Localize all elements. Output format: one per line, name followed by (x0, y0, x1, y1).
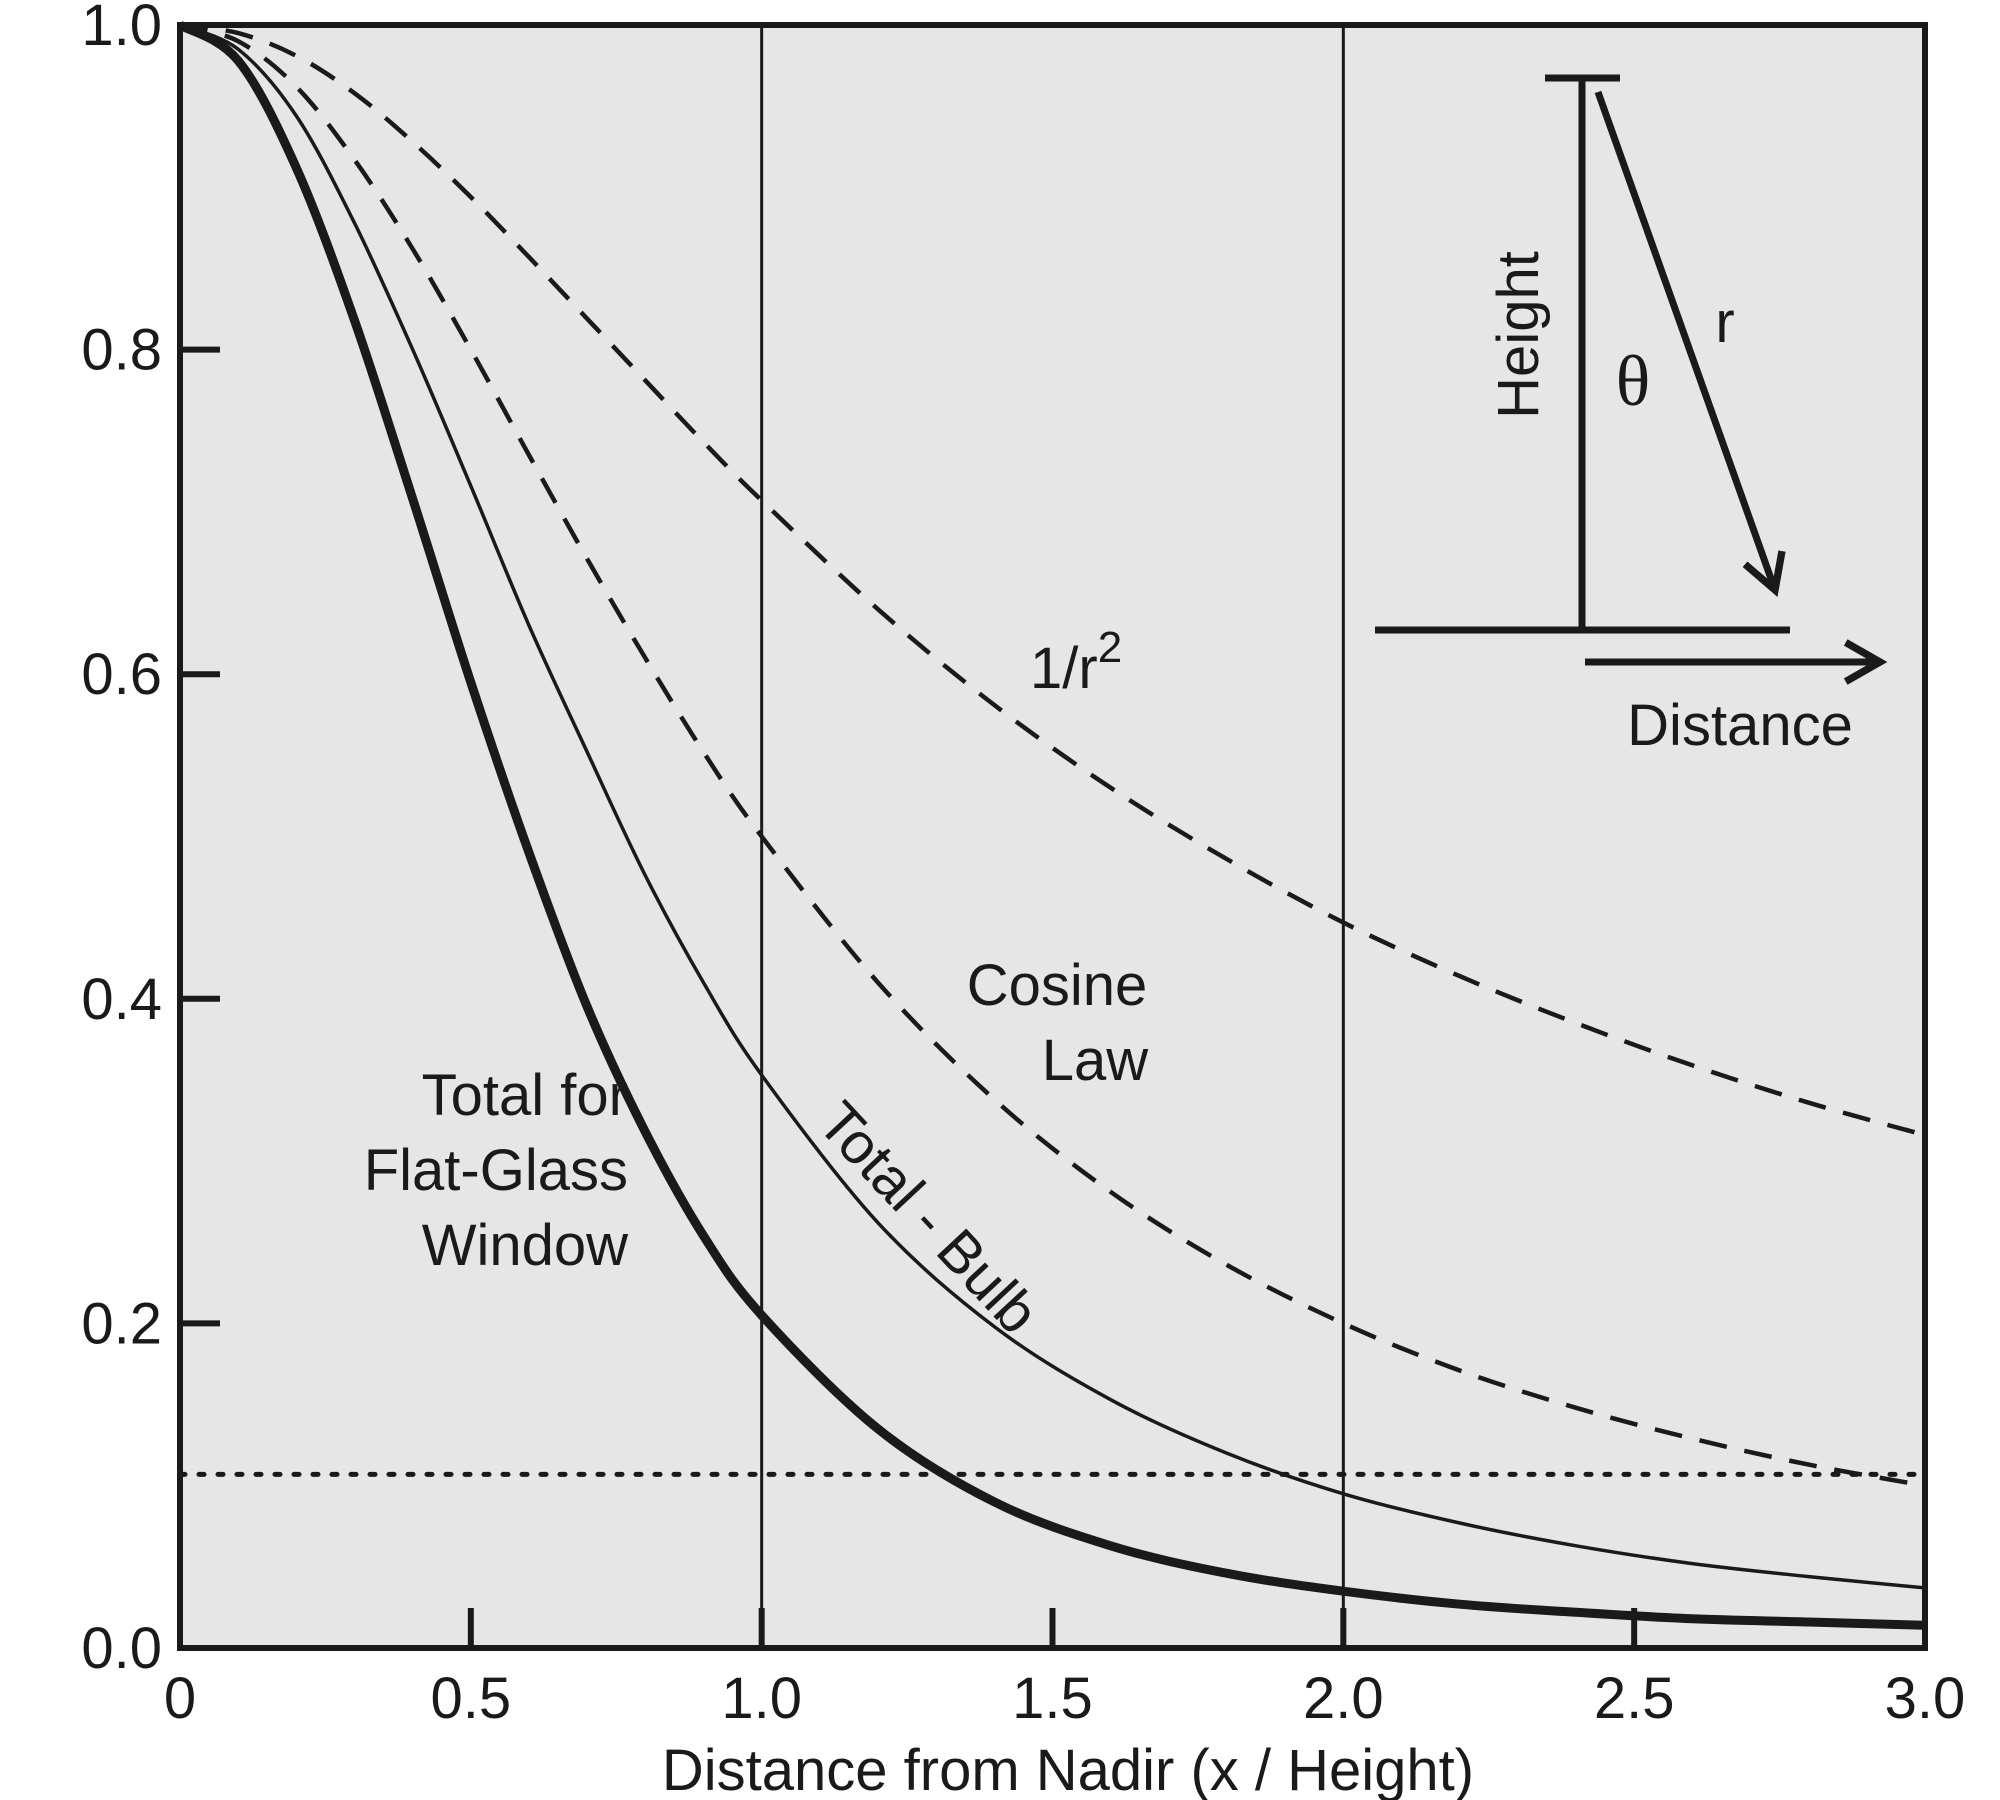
y-tick-label: 0.6 (81, 642, 162, 707)
plot-frame (177, 22, 1928, 1651)
inset-r-label: r (1715, 290, 1734, 355)
inv-square-base: 1/r (1030, 636, 1098, 701)
flat-glass-annotation-line1: Total for (422, 1063, 628, 1128)
series-layer (177, 21, 1926, 1630)
x-tick-label: 0 (164, 1666, 196, 1731)
flat-glass-annotation-line2: Flat-Glass (364, 1138, 628, 1203)
flat-glass-total-curve (177, 21, 1926, 1630)
cosine-law-annotation-line2: Law (1042, 1028, 1150, 1093)
y-tick-label: 0.0 (81, 1616, 162, 1681)
x-tick-label: 0.5 (431, 1666, 512, 1731)
x-tick-label: 2.5 (1594, 1666, 1675, 1731)
total-bulb-curve (179, 23, 1926, 1590)
inverse-square-curve (179, 22, 1926, 1138)
cosine-law-annotation-line1: Cosine (967, 953, 1148, 1018)
inv-square-exponent: 2 (1098, 623, 1122, 672)
x-axis-label: Distance from Nadir (x / Height) (662, 1738, 1474, 1800)
plot-background (180, 25, 1925, 1648)
x-tick-label: 3.0 (1885, 1666, 1966, 1731)
x-tick-label: 1.5 (1012, 1666, 1093, 1731)
inset-r-arrow (1594, 90, 1786, 597)
ticks-layer: 0.0 0.2 0.4 0.6 0.8 1.0 0 0.5 1.0 1.5 2.0 2.5 3.0 (81, 0, 1965, 1731)
x-tick-label: 1.0 (721, 1666, 802, 1731)
inset-distance-label: Distance (1627, 693, 1853, 758)
y-tick-label: 0.8 (81, 318, 162, 383)
inv-square-annotation: 1/r2 (1030, 623, 1122, 701)
y-tick-label: 0.4 (81, 967, 162, 1032)
cosine-law-curve (179, 22, 1926, 1488)
inset-theta-label: θ (1616, 341, 1651, 421)
inset-height-label: Height (1486, 251, 1551, 419)
y-tick-label: 1.0 (81, 0, 162, 58)
inset-diagram: Height θ r Distance (1375, 74, 1888, 758)
x-tick-label: 2.0 (1303, 1666, 1384, 1731)
flat-glass-annotation-line3: Window (422, 1213, 629, 1278)
y-tick-label: 0.2 (81, 1291, 162, 1356)
